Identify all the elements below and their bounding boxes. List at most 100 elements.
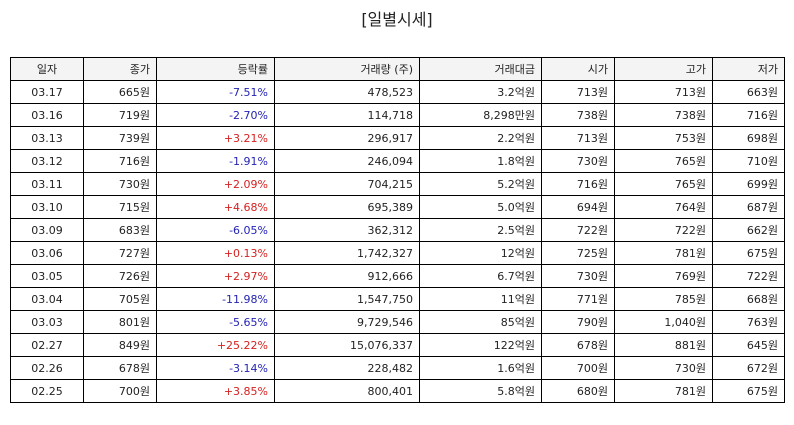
cell-date: 02.26 [10, 356, 84, 380]
cell-low: 675원 [712, 241, 785, 265]
cell-close: 665원 [83, 80, 157, 104]
cell-close: 801원 [83, 310, 157, 334]
cell-low: 662원 [712, 218, 785, 242]
cell-open: 713원 [541, 80, 615, 104]
cell-date: 03.12 [10, 149, 84, 173]
cell-amount: 2.5억원 [419, 218, 542, 242]
cell-open: 680원 [541, 379, 615, 403]
cell-low: 722원 [712, 264, 785, 288]
cell-date: 03.06 [10, 241, 84, 265]
cell-volume: 912,666 [274, 264, 420, 288]
cell-open: 730원 [541, 264, 615, 288]
cell-amount: 8,298만원 [419, 103, 542, 127]
col-header-high: 고가 [614, 57, 713, 81]
table-row: 03.12 716원 -1.91% 246,094 1.8억원 730원 765원 710원 [10, 149, 785, 173]
cell-high: 781원 [614, 241, 713, 265]
cell-close: 849원 [83, 333, 157, 357]
cell-close: 726원 [83, 264, 157, 288]
cell-amount: 11억원 [419, 287, 542, 311]
cell-date: 03.17 [10, 80, 84, 104]
cell-open: 722원 [541, 218, 615, 242]
cell-low: 698원 [712, 126, 785, 150]
cell-amount: 12억원 [419, 241, 542, 265]
cell-volume: 695,389 [274, 195, 420, 219]
cell-change: +4.68% [156, 195, 275, 219]
table-row: 03.10 715원 +4.68% 695,389 5.0억원 694원 764원 687원 [10, 195, 785, 219]
cell-close: 730원 [83, 172, 157, 196]
cell-high: 769원 [614, 264, 713, 288]
cell-high: 765원 [614, 172, 713, 196]
cell-open: 725원 [541, 241, 615, 265]
page-title: [일별시세] [361, 10, 433, 29]
cell-date: 02.25 [10, 379, 84, 403]
cell-change: +2.97% [156, 264, 275, 288]
table-row: 03.03 801원 -5.65% 9,729,546 85억원 790원 1,040원 76… [10, 310, 785, 334]
cell-volume: 114,718 [274, 103, 420, 127]
table-row: 03.05 726원 +2.97% 912,666 6.7억원 730원 769원 722원 [10, 264, 785, 288]
col-header-amount: 거래대금 [419, 57, 542, 81]
cell-date: 03.05 [10, 264, 84, 288]
table-row: 03.04 705원 -11.98% 1,547,750 11억원 771원 785원 668… [10, 287, 785, 311]
cell-date: 02.27 [10, 333, 84, 357]
cell-close: 727원 [83, 241, 157, 265]
cell-close: 705원 [83, 287, 157, 311]
cell-change: -7.51% [156, 80, 275, 104]
cell-low: 645원 [712, 333, 785, 357]
cell-volume: 9,729,546 [274, 310, 420, 334]
col-header-change: 등락률 [156, 57, 275, 81]
cell-date: 03.13 [10, 126, 84, 150]
cell-high: 881원 [614, 333, 713, 357]
cell-amount: 6.7억원 [419, 264, 542, 288]
cell-amount: 2.2억원 [419, 126, 542, 150]
cell-date: 03.16 [10, 103, 84, 127]
col-header-low: 저가 [712, 57, 785, 81]
cell-change: -2.70% [156, 103, 275, 127]
cell-volume: 1,742,327 [274, 241, 420, 265]
col-header-date: 일자 [10, 57, 84, 81]
cell-open: 678원 [541, 333, 615, 357]
cell-low: 663원 [712, 80, 785, 104]
cell-open: 713원 [541, 126, 615, 150]
cell-open: 716원 [541, 172, 615, 196]
table-body: 03.17 665원 -7.51% 478,523 3.2억원 713원 713원 663원 0… [10, 80, 785, 403]
cell-change: +25.22% [156, 333, 275, 357]
cell-low: 687원 [712, 195, 785, 219]
table-row: 02.25 700원 +3.85% 800,401 5.8억원 680원 781원 675원 [10, 379, 785, 403]
cell-date: 03.03 [10, 310, 84, 334]
cell-close: 739원 [83, 126, 157, 150]
table-row: 03.17 665원 -7.51% 478,523 3.2억원 713원 713원 663원 [10, 80, 785, 104]
cell-high: 765원 [614, 149, 713, 173]
cell-volume: 362,312 [274, 218, 420, 242]
table-row: 03.11 730원 +2.09% 704,215 5.2억원 716원 765원 699원 [10, 172, 785, 196]
cell-high: 713원 [614, 80, 713, 104]
cell-date: 03.11 [10, 172, 84, 196]
cell-high: 722원 [614, 218, 713, 242]
cell-change: -3.14% [156, 356, 275, 380]
col-header-close: 종가 [83, 57, 157, 81]
cell-high: 753원 [614, 126, 713, 150]
cell-low: 668원 [712, 287, 785, 311]
col-header-open: 시가 [541, 57, 615, 81]
cell-high: 764원 [614, 195, 713, 219]
header-row: 일자 종가 등락률 거래량 (주) 거래대금 시가 고가 저가 [10, 57, 785, 81]
cell-open: 738원 [541, 103, 615, 127]
table-row: 02.26 678원 -3.14% 228,482 1.6억원 700원 730원 672원 [10, 356, 785, 380]
col-header-volume: 거래량 (주) [274, 57, 420, 81]
cell-volume: 246,094 [274, 149, 420, 173]
cell-low: 716원 [712, 103, 785, 127]
cell-date: 03.09 [10, 218, 84, 242]
table-row: 03.13 739원 +3.21% 296,917 2.2억원 713원 753원 698원 [10, 126, 785, 150]
cell-high: 781원 [614, 379, 713, 403]
cell-amount: 1.6억원 [419, 356, 542, 380]
table-row: 03.16 719원 -2.70% 114,718 8,298만원 738원 738원 716… [10, 103, 785, 127]
cell-volume: 296,917 [274, 126, 420, 150]
cell-low: 672원 [712, 356, 785, 380]
cell-low: 763원 [712, 310, 785, 334]
cell-open: 694원 [541, 195, 615, 219]
cell-high: 738원 [614, 103, 713, 127]
table-row: 03.06 727원 +0.13% 1,742,327 12억원 725원 781원 675원 [10, 241, 785, 265]
cell-open: 771원 [541, 287, 615, 311]
table-row: 03.09 683원 -6.05% 362,312 2.5억원 722원 722원 662원 [10, 218, 785, 242]
cell-volume: 15,076,337 [274, 333, 420, 357]
cell-change: -6.05% [156, 218, 275, 242]
